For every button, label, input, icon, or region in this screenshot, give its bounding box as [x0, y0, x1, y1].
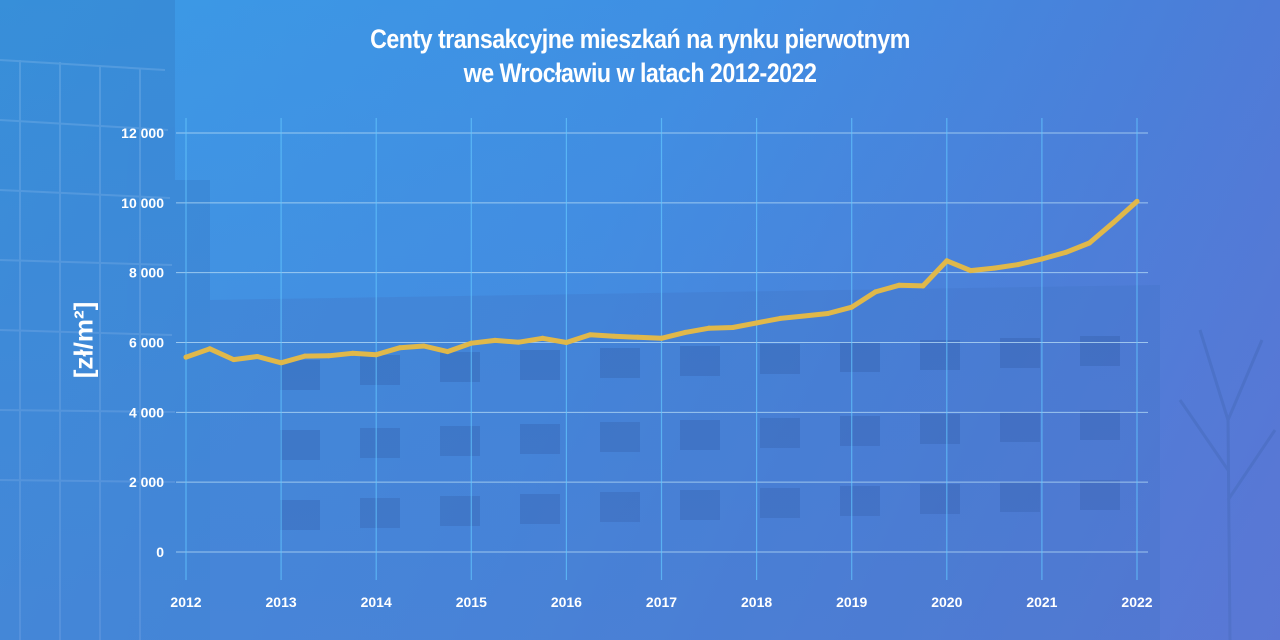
- x-tick-label: 2020: [931, 594, 962, 610]
- x-tick-label: 2022: [1121, 594, 1152, 610]
- y-axis-tick-labels: 0 2 000 4 000 6 000 8 000 10 000 12 000: [121, 125, 164, 560]
- data-point: [754, 320, 760, 326]
- data-point: [706, 325, 712, 331]
- data-point: [635, 334, 641, 340]
- y-tick-label: 8 000: [129, 265, 164, 281]
- x-tick-label: 2019: [836, 594, 867, 610]
- vertical-gridlines: [185, 118, 1138, 580]
- data-point: [587, 332, 593, 338]
- data-point: [302, 353, 308, 359]
- data-point: [326, 353, 332, 359]
- data-point: [920, 283, 926, 289]
- data-point: [991, 265, 997, 271]
- data-point: [207, 346, 213, 352]
- chart-title-line-2: we Wrocławiu w latach 2012-2022: [463, 58, 817, 88]
- x-tick-label: 2016: [551, 594, 582, 610]
- data-point: [231, 357, 237, 363]
- chart-title-line-1: Centy transakcyjne mieszkań na rynku pie…: [370, 24, 910, 54]
- data-point: [1086, 240, 1092, 246]
- data-point: [516, 339, 522, 345]
- data-point: [397, 345, 403, 351]
- data-point: [801, 313, 807, 319]
- chart-title: Centy transakcyjne mieszkań na rynku pie…: [296, 22, 984, 90]
- data-point: [730, 324, 736, 330]
- data-point: [777, 315, 783, 321]
- data-point: [1015, 262, 1021, 268]
- data-point: [254, 353, 260, 359]
- data-point: [349, 350, 355, 356]
- x-tick-label: 2012: [170, 594, 201, 610]
- data-point: [1039, 256, 1045, 262]
- y-tick-label: 6 000: [129, 335, 164, 351]
- x-axis-tick-labels: 2012 2013 2014 2015 2016 2017 2018 2019 2020 2021…: [170, 594, 1152, 610]
- data-point: [682, 329, 688, 335]
- y-tick-label: 10 000: [121, 195, 164, 211]
- x-tick-label: 2015: [456, 594, 487, 610]
- data-point: [944, 258, 950, 264]
- data-point: [659, 335, 664, 341]
- data-point: [278, 360, 284, 366]
- data-point: [1134, 198, 1140, 204]
- data-point: [1110, 220, 1116, 226]
- data-point: [896, 282, 902, 288]
- y-tick-label: 2 000: [129, 474, 164, 490]
- x-tick-label: 2013: [266, 594, 297, 610]
- data-point: [968, 268, 974, 274]
- data-point: [611, 333, 617, 339]
- x-tick-label: 2018: [741, 594, 772, 610]
- data-point: [872, 289, 878, 295]
- x-tick-label: 2021: [1026, 594, 1057, 610]
- data-point: [492, 337, 498, 343]
- data-point: [468, 340, 474, 346]
- data-point: [849, 304, 855, 310]
- data-point: [825, 311, 831, 317]
- data-point: [445, 349, 451, 355]
- data-point: [563, 340, 569, 345]
- data-point: [421, 343, 427, 349]
- x-tick-label: 2014: [361, 594, 392, 610]
- x-tick-label: 2017: [646, 594, 677, 610]
- data-point: [183, 354, 189, 360]
- y-tick-label: 4 000: [129, 404, 164, 420]
- series-group: [183, 198, 1140, 366]
- y-tick-label: 0: [156, 544, 164, 560]
- data-point: [1063, 249, 1069, 255]
- data-point: [540, 335, 546, 341]
- y-tick-label: 12 000: [121, 125, 164, 141]
- data-point: [373, 352, 379, 358]
